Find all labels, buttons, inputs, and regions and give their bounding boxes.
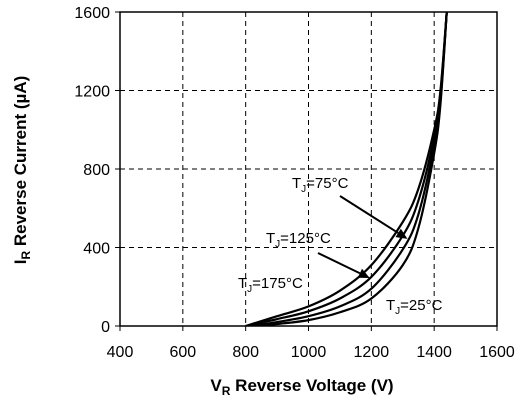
annotation-tj-125-rest: =125°C [280,230,331,247]
arrow-head-0 [395,228,408,239]
annotation-tj-75: TJ=75°C [292,175,349,195]
series-lines [245,12,448,326]
series-line-3 [261,12,448,326]
annotation-tj-125-sub: J [275,239,280,250]
axis-ticks: 400 600 800 1000 1200 1400 1600 0 400 800 1200 1600 [74,5,514,361]
y-tick-label-1600: 1600 [74,5,110,22]
annotation-tj-75-main: T [292,175,301,192]
annotation-tj-125-main: T [266,230,275,247]
y-tick-label-400: 400 [83,241,110,258]
x-tick-label-1000: 1000 [291,344,327,361]
arrow-head-1 [357,268,370,279]
annotation-tj-25: TJ=25°C [386,297,443,317]
x-axis-title-subscript: R [222,384,231,398]
annotation-tj-75-sub: J [301,184,306,195]
annotation-tj-175-rest: =175°C [252,275,303,292]
annotation-tj-25-main: T [386,297,395,314]
arrow-shaft-1 [317,252,361,275]
annotation-tj-25-sub: J [395,306,400,317]
x-tick-label-600: 600 [169,344,196,361]
y-axis-title-rest: Reverse Current (µA) [11,76,30,251]
x-tick-label-800: 800 [232,344,259,361]
x-axis-title-rest: Reverse Voltage (V) [230,376,393,395]
annotation-arrows [317,195,408,279]
y-tick-label-1200: 1200 [74,84,110,101]
annotation-tj-175-main: T [238,275,247,292]
annotations: TJ=75°C TJ=125°C TJ=175°C TJ=25°C [238,175,443,317]
y-axis-title-subscript: R [19,251,33,260]
x-axis-title: VR Reverse Voltage (V) [210,376,393,398]
y-tick-label-800: 800 [83,162,110,179]
y-axis-title: IR Reverse Current (µA) [11,76,33,265]
annotation-tj-175-sub: J [247,284,252,295]
arrow-shaft-0 [339,195,399,234]
y-tick-label-0: 0 [101,319,110,336]
y-axis-title-main: I [11,260,30,265]
x-axis-title-main: V [210,376,222,395]
x-tick-label-1600: 1600 [479,344,515,361]
annotation-tj-25-rest: =25°C [400,297,442,314]
annotation-tj-125: TJ=125°C [266,230,331,250]
annotation-tj-75-rest: =75°C [306,175,348,192]
x-tick-label-1400: 1400 [416,344,452,361]
x-tick-label-1200: 1200 [354,344,390,361]
annotation-tj-175: TJ=175°C [238,275,303,295]
x-tick-label-400: 400 [107,344,134,361]
grid [120,12,497,326]
